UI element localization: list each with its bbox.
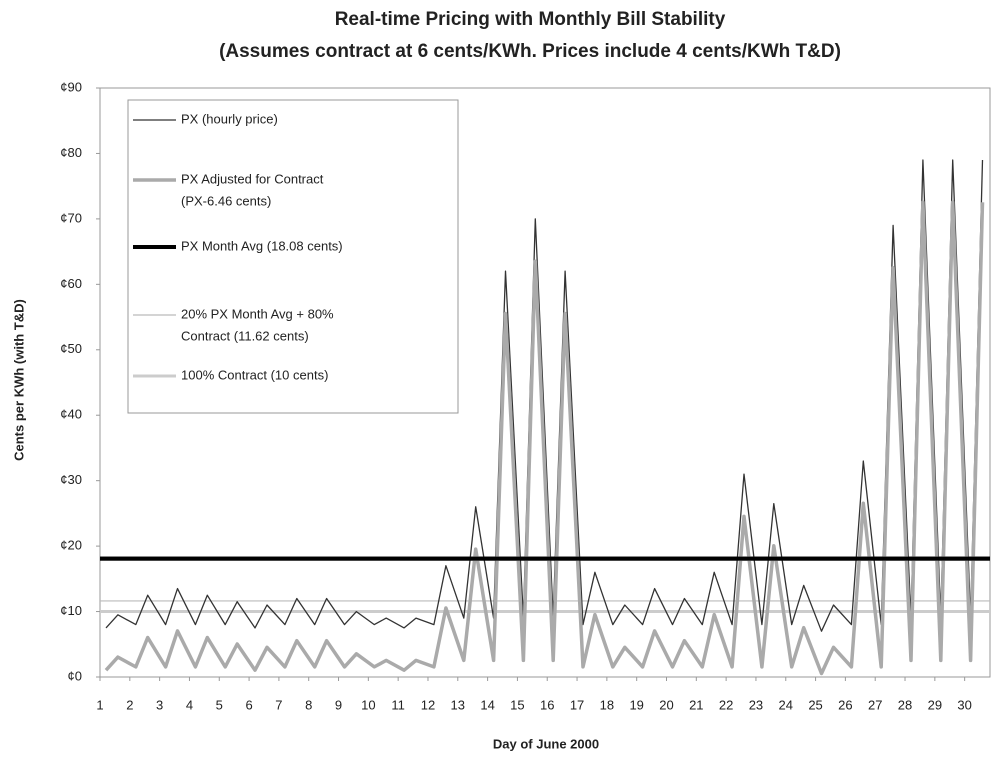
legend-label: PX Adjusted for Contract (181, 171, 324, 186)
x-tick-label: 29 (928, 697, 942, 712)
x-tick-label: 2 (126, 697, 133, 712)
x-tick-label: 18 (600, 697, 614, 712)
legend-label: 100% Contract (10 cents) (181, 367, 328, 382)
x-tick-label: 1 (96, 697, 103, 712)
x-tick-label: 21 (689, 697, 703, 712)
x-tick-label: 23 (749, 697, 763, 712)
x-tick-label: 28 (898, 697, 912, 712)
x-tick-label: 30 (957, 697, 971, 712)
x-tick-label: 24 (779, 697, 793, 712)
legend-label: PX Month Avg (18.08 cents) (181, 238, 343, 253)
chart-title: Real-time Pricing with Monthly Bill Stab… (335, 9, 726, 30)
y-tick-label: ¢10 (60, 603, 82, 618)
x-tick-label: 17 (570, 697, 584, 712)
y-tick-label: ¢40 (60, 407, 82, 422)
legend: PX (hourly price) PX Adjusted for Contrac… (127, 99, 459, 414)
x-tick-label: 5 (216, 697, 223, 712)
y-tick-label: ¢30 (60, 472, 82, 487)
y-tick-label: ¢0 (68, 668, 82, 683)
legend-box (127, 99, 459, 414)
x-tick-label: 25 (808, 697, 822, 712)
y-tick-label: ¢20 (60, 538, 82, 553)
x-tick-label: 20 (659, 697, 673, 712)
x-tick-label: 26 (838, 697, 852, 712)
y-tick-label: ¢90 (60, 79, 82, 94)
x-tick-label: 13 (451, 697, 465, 712)
x-tick-label: 3 (156, 697, 163, 712)
x-tick-label: 14 (480, 697, 494, 712)
series-line (105, 159, 984, 632)
legend-label: 20% PX Month Avg + 80% (181, 306, 334, 321)
x-tick-label: 12 (421, 697, 435, 712)
series-line (104, 200, 985, 676)
x-tick-label: 6 (245, 697, 252, 712)
y-tick-label: ¢50 (60, 341, 82, 356)
x-axis-label: Day of June 2000 (493, 736, 599, 751)
legend-label: (PX-6.46 cents) (181, 193, 271, 208)
chart-subtitle: (Assumes contract at 6 cents/KWh. Prices… (219, 41, 841, 62)
y-tick-label: ¢80 (60, 145, 82, 160)
plot-frame (99, 87, 991, 678)
x-tick-label: 8 (305, 697, 312, 712)
x-tick-label: 7 (275, 697, 282, 712)
legend-label: PX (hourly price) (181, 111, 278, 126)
x-tick-label: 10 (361, 697, 375, 712)
x-tick-label: 27 (868, 697, 882, 712)
x-tick-label: 4 (186, 697, 193, 712)
y-tick-label: ¢70 (60, 210, 82, 225)
legend-label: Contract (11.62 cents) (181, 328, 309, 343)
x-tick-label: 22 (719, 697, 733, 712)
y-tick-label: ¢60 (60, 276, 82, 291)
x-tick-label: 16 (540, 697, 554, 712)
y-axis-label: Cents per KWh (with T&D) (11, 299, 26, 461)
x-tick-label: 9 (335, 697, 342, 712)
x-tick-label: 15 (510, 697, 524, 712)
x-tick-label: 11 (391, 697, 405, 712)
x-tick-label: 19 (629, 697, 643, 712)
